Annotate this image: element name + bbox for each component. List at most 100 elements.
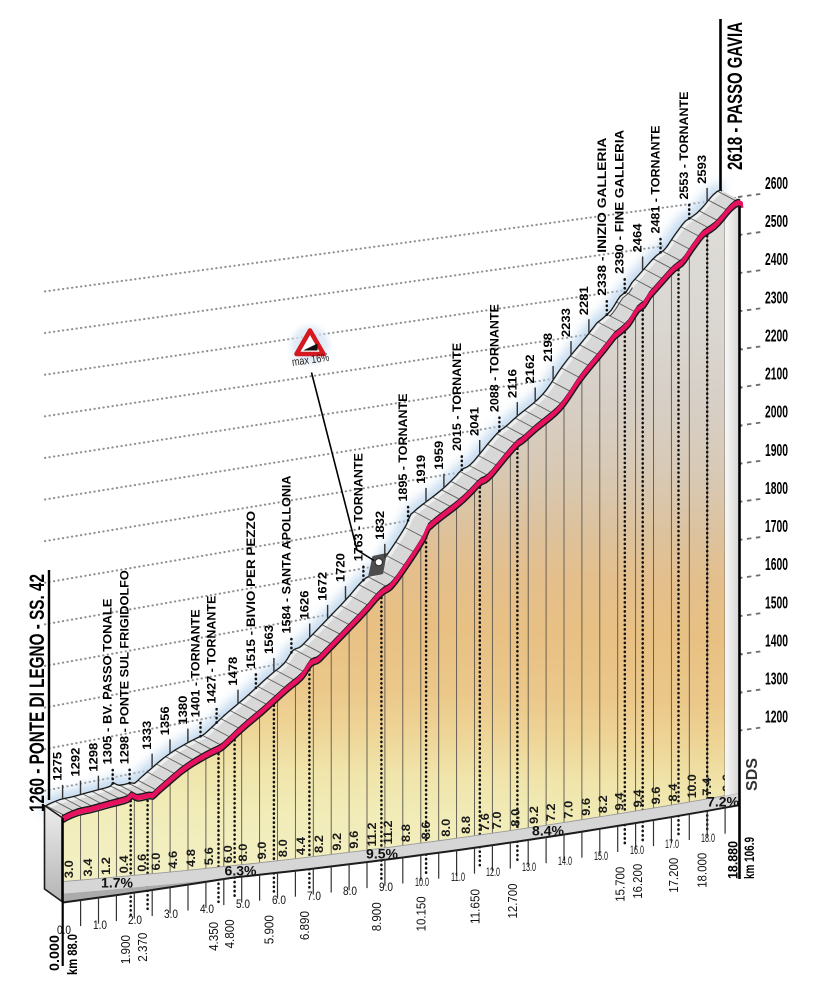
svg-text:0.4: 0.4 [119, 855, 131, 874]
svg-text:0.000: 0.000 [47, 935, 62, 971]
svg-text:15.0: 15.0 [594, 849, 608, 863]
svg-text:8.0: 8.0 [238, 844, 250, 862]
svg-text:0.6: 0.6 [137, 854, 149, 872]
svg-text:6.3%: 6.3% [225, 862, 257, 878]
svg-text:11.2: 11.2 [367, 823, 379, 847]
svg-text:11.0: 11.0 [451, 870, 465, 884]
svg-text:16.200: 16.200 [631, 864, 645, 899]
svg-text:SDS: SDS [744, 758, 761, 791]
svg-text:1600: 1600 [765, 554, 788, 574]
svg-text:10.150: 10.150 [415, 896, 429, 931]
svg-text:1959: 1959 [434, 441, 446, 470]
svg-text:1.0: 1.0 [93, 918, 107, 932]
svg-text:8.6: 8.6 [421, 821, 433, 839]
svg-text:8.0: 8.0 [278, 839, 290, 857]
svg-text:2281: 2281 [579, 286, 591, 316]
svg-text:2088 - TORNANTE: 2088 - TORNANTE [489, 304, 501, 412]
svg-text:1.7%: 1.7% [101, 874, 133, 890]
svg-text:8.900: 8.900 [370, 902, 384, 931]
svg-text:2600: 2600 [765, 173, 788, 193]
svg-text:1720: 1720 [336, 553, 348, 582]
svg-text:8.8: 8.8 [461, 815, 473, 834]
svg-text:0.0: 0.0 [57, 923, 71, 937]
svg-text:8.2: 8.2 [314, 835, 326, 853]
svg-text:1200: 1200 [765, 707, 788, 727]
svg-text:17.200: 17.200 [667, 858, 681, 893]
svg-text:1895 - TORNANTE: 1895 - TORNANTE [398, 393, 410, 501]
svg-text:12.700: 12.700 [506, 883, 520, 918]
svg-text:4.0: 4.0 [200, 902, 214, 916]
svg-text:9.2: 9.2 [529, 806, 541, 824]
svg-text:2390 - FINE GALLERIA: 2390 - FINE GALLERIA [615, 130, 627, 274]
svg-text:1626: 1626 [300, 591, 312, 620]
svg-text:4.800: 4.800 [223, 919, 237, 948]
svg-text:9.4: 9.4 [633, 789, 645, 808]
svg-text:km 106.9: km 106.9 [742, 837, 757, 879]
svg-text:9.4: 9.4 [615, 792, 627, 811]
svg-text:1515 - BIVIO PER PEZZO: 1515 - BIVIO PER PEZZO [246, 511, 258, 669]
svg-text:16.0: 16.0 [630, 843, 644, 857]
svg-text:2041: 2041 [470, 406, 482, 436]
svg-text:max 16%: max 16% [291, 352, 330, 369]
svg-text:2200: 2200 [765, 326, 788, 346]
svg-text:4.4: 4.4 [296, 836, 308, 855]
svg-text:2464: 2464 [633, 223, 645, 253]
svg-text:1401 - TORNANTE: 1401 - TORNANTE [191, 609, 203, 717]
svg-text:7.4: 7.4 [702, 777, 714, 796]
svg-text:2233: 2233 [561, 308, 573, 337]
svg-text:8.4: 8.4 [668, 783, 680, 802]
svg-text:8.8: 8.8 [401, 823, 413, 842]
svg-text:7.0: 7.0 [492, 811, 504, 829]
svg-text:1300: 1300 [765, 669, 788, 689]
svg-text:7.6: 7.6 [480, 813, 492, 831]
svg-text:5.0: 5.0 [236, 897, 250, 911]
svg-text:1333: 1333 [142, 721, 154, 750]
svg-text:13.0: 13.0 [522, 860, 536, 874]
svg-text:18.880: 18.880 [726, 841, 741, 879]
svg-text:1900: 1900 [765, 440, 788, 460]
svg-text:9.0: 9.0 [379, 880, 393, 894]
svg-text:1400: 1400 [765, 630, 788, 650]
svg-text:1763 - TORNANTE: 1763 - TORNANTE [353, 453, 365, 561]
svg-text:2116: 2116 [507, 369, 519, 398]
svg-text:4.8: 4.8 [186, 848, 198, 867]
svg-text:1832: 1832 [375, 511, 387, 540]
svg-text:2500: 2500 [765, 211, 788, 231]
svg-text:5.900: 5.900 [262, 915, 276, 944]
svg-text:3.0: 3.0 [164, 907, 178, 921]
svg-text:1800: 1800 [765, 478, 788, 498]
svg-text:1919: 1919 [416, 455, 428, 484]
svg-text:1275: 1275 [53, 751, 65, 781]
svg-text:1298 - PONTE SUL FRIGIDOLFO: 1298 - PONTE SUL FRIGIDOLFO [120, 570, 132, 764]
svg-text:15.700: 15.700 [613, 867, 627, 902]
svg-text:8.0: 8.0 [343, 884, 357, 898]
svg-text:9.0: 9.0 [257, 842, 269, 860]
svg-text:7.2: 7.2 [546, 803, 558, 821]
svg-text:1292: 1292 [71, 748, 83, 777]
svg-text:2.0: 2.0 [128, 913, 142, 927]
svg-text:8.4%: 8.4% [532, 822, 564, 838]
svg-text:9.2: 9.2 [332, 833, 344, 851]
svg-text:2015 - TORNANTE: 2015 - TORNANTE [452, 343, 464, 451]
svg-text:2618 - PASSO GAVIA: 2618 - PASSO GAVIA [723, 22, 747, 170]
svg-text:9.6: 9.6 [349, 831, 361, 849]
svg-text:1427 - TORNANTE: 1427 - TORNANTE [207, 595, 219, 703]
svg-text:1500: 1500 [765, 592, 788, 612]
svg-text:9.6: 9.6 [581, 798, 593, 816]
svg-text:2553 - TORNANTE: 2553 - TORNANTE [679, 91, 691, 199]
svg-text:2.370: 2.370 [136, 933, 150, 962]
svg-text:2481 - TORNANTE: 2481 - TORNANTE [651, 125, 663, 233]
svg-text:9.6: 9.6 [651, 787, 663, 805]
svg-text:6.0: 6.0 [223, 845, 235, 863]
svg-text:3.0: 3.0 [64, 860, 76, 878]
svg-text:1.900: 1.900 [119, 935, 133, 964]
svg-text:km 88.0: km 88.0 [65, 934, 80, 975]
svg-text:2162: 2162 [525, 355, 537, 384]
svg-text:2000: 2000 [765, 402, 788, 422]
svg-text:10.0: 10.0 [415, 875, 429, 889]
svg-text:7.0: 7.0 [307, 889, 321, 903]
svg-text:18.0: 18.0 [701, 831, 715, 845]
svg-text:2400: 2400 [765, 249, 788, 269]
svg-text:1478: 1478 [228, 656, 240, 686]
svg-text:2198: 2198 [543, 332, 555, 362]
